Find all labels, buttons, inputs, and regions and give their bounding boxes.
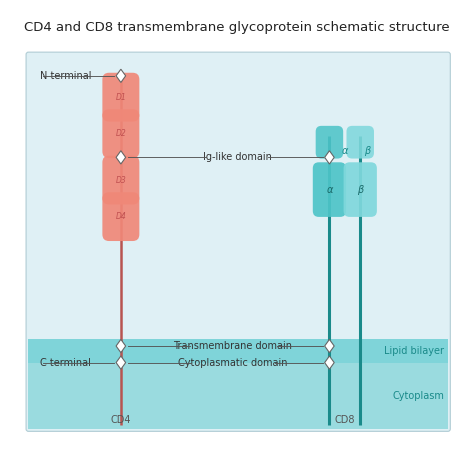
Polygon shape (325, 356, 334, 369)
Text: CD8: CD8 (335, 415, 355, 425)
Polygon shape (116, 339, 126, 353)
FancyBboxPatch shape (313, 162, 346, 217)
Text: N terminal: N terminal (40, 71, 92, 81)
Bar (28, 363, 448, 429)
Polygon shape (116, 69, 126, 82)
Text: Ig-like domain: Ig-like domain (202, 152, 272, 163)
Text: Cytoplasmatic domain: Cytoplasmatic domain (177, 357, 287, 368)
Text: C terminal: C terminal (40, 357, 91, 368)
Bar (28, 339, 448, 363)
Text: α: α (326, 184, 333, 195)
FancyBboxPatch shape (26, 52, 450, 431)
Text: α: α (341, 146, 347, 156)
Polygon shape (325, 151, 334, 164)
Text: Transmembrane domain: Transmembrane domain (173, 341, 292, 351)
Polygon shape (116, 356, 126, 369)
FancyBboxPatch shape (102, 155, 139, 205)
Polygon shape (116, 151, 126, 164)
FancyBboxPatch shape (316, 126, 343, 158)
FancyBboxPatch shape (102, 73, 139, 121)
FancyBboxPatch shape (102, 109, 139, 158)
Text: CD4 and CD8 transmembrane glycoprotein schematic structure: CD4 and CD8 transmembrane glycoprotein s… (24, 21, 450, 34)
FancyBboxPatch shape (346, 126, 374, 158)
Text: D1: D1 (116, 93, 126, 101)
Text: D2: D2 (116, 129, 126, 138)
Text: β: β (357, 184, 364, 195)
Text: D4: D4 (116, 212, 126, 221)
Text: Cytoplasm: Cytoplasm (392, 391, 444, 401)
FancyBboxPatch shape (102, 192, 139, 241)
Text: Lipid bilayer: Lipid bilayer (384, 346, 444, 356)
Text: D3: D3 (116, 176, 126, 184)
Text: β: β (364, 146, 370, 156)
Text: CD4: CD4 (110, 415, 131, 425)
FancyBboxPatch shape (344, 162, 377, 217)
Polygon shape (325, 339, 334, 353)
